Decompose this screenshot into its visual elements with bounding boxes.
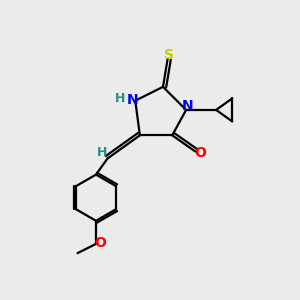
Text: N: N [127,92,138,106]
Text: O: O [94,236,106,250]
Text: O: O [194,146,206,160]
Text: S: S [164,48,175,62]
Text: N: N [182,100,193,113]
Text: H: H [115,92,125,105]
Text: H: H [97,146,107,159]
